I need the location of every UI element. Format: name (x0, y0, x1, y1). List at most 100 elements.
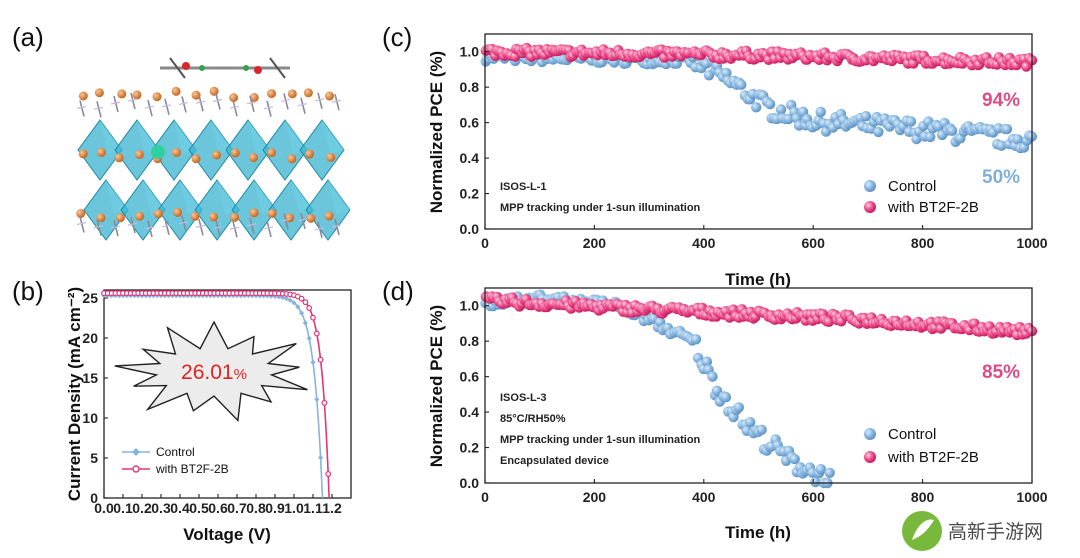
organic-ligand (232, 100, 238, 117)
halide-atom (135, 211, 145, 221)
tick-labels-c: 0 200 400 600 800 1000 0.0 0.2 0.4 0.6 0.8 1.0 (460, 44, 1048, 251)
data-point (764, 98, 776, 110)
y-axis-label-c: Normalized PCE (%) (427, 51, 446, 213)
organic-ligand (314, 227, 325, 231)
leaf-icon (912, 519, 934, 540)
y-tick-label: 0.4 (460, 404, 480, 420)
y-tick-label: 25 (82, 290, 98, 306)
data-point (751, 102, 762, 113)
halide-atom (249, 93, 259, 103)
y-tick-label: 0.8 (460, 79, 480, 95)
halide-atom (209, 86, 219, 96)
data-point (701, 356, 713, 367)
organic-ligand (79, 100, 85, 117)
legend-label-control-d: Control (888, 426, 936, 443)
halide-atom (287, 154, 297, 164)
scatter-points-c (480, 42, 1038, 154)
organic-ligand (96, 219, 102, 236)
halide-atom (229, 93, 239, 103)
data-point (302, 299, 309, 306)
halide-atom (134, 150, 144, 160)
y-axis-label-b: Current Density (mA cm⁻²) (65, 287, 84, 501)
x-tick-label: 0.4 (170, 500, 190, 516)
octahedron-face (100, 120, 122, 154)
organic-ligand (300, 212, 306, 229)
x-tick-label: 1.1 (303, 500, 323, 516)
data-point (325, 471, 332, 477)
x-tick-label: 0.0 (94, 500, 114, 516)
data-point (318, 455, 324, 461)
halide-atom (267, 148, 277, 158)
data-point (707, 371, 718, 382)
octahedron-face (322, 120, 344, 154)
note-d-4: Encapsulated device (500, 455, 609, 467)
x-tick-label: 0.7 (227, 500, 247, 516)
legend-marker-control-c (864, 180, 876, 192)
organic-ligand (283, 213, 289, 230)
data-point (317, 356, 324, 363)
halide-atom (306, 213, 316, 223)
scatter-points-d (480, 289, 1038, 489)
x-axis-label-d: Time (h) (725, 523, 791, 542)
burst-shape (114, 320, 308, 423)
data-point (306, 305, 313, 311)
organic-ligand (229, 105, 240, 109)
note-d-2: 85°C/RH50% (500, 413, 566, 425)
halide-atom (303, 88, 313, 98)
octahedron-face (285, 120, 307, 154)
halide-atom (96, 147, 106, 157)
data-point (287, 297, 293, 303)
data-point (306, 335, 312, 341)
y-tick-label: 1.0 (460, 44, 480, 60)
organic-ligand (297, 218, 308, 222)
data-point (873, 126, 884, 138)
data-point (720, 392, 732, 403)
organic-ligand (79, 216, 85, 233)
y-tick-label: 20 (82, 330, 98, 346)
data-point (313, 330, 320, 337)
x-tick-label: 0.3 (151, 500, 171, 516)
legend-label-control-b: Control (156, 445, 195, 459)
halide-atom (191, 90, 201, 100)
x-tick-label: 200 (583, 235, 607, 251)
data-point (295, 304, 301, 310)
halide-atom (325, 91, 335, 101)
halide-atom (115, 213, 125, 223)
efficiency-label: 26.01% (181, 361, 247, 384)
organic-ligand (93, 225, 104, 229)
halide-atom (152, 92, 162, 102)
y-tick-label: 0.2 (460, 440, 480, 456)
data-point (925, 131, 936, 143)
panel-d: (d) 0 200 400 600 800 10000.00.20.40.60.81.0 … (382, 276, 1048, 542)
data-point (824, 467, 835, 478)
halide-atom (171, 147, 181, 157)
data-point (310, 314, 316, 321)
octahedron-face (211, 120, 233, 154)
perovskite-illustration (76, 86, 351, 241)
halide-atom (209, 212, 219, 222)
organic-ligand (280, 218, 291, 222)
tick-labels-d: 0 200 400 600 800 1000 0.0 0.2 0.4 0.6 0.8 1.0 (460, 298, 1048, 505)
data-point (815, 106, 826, 118)
x-tick-label: 400 (692, 235, 716, 251)
halide-atom (190, 211, 200, 221)
organic-ligand (212, 226, 223, 230)
halide-atom (267, 208, 277, 218)
organic-ligand (198, 94, 204, 112)
watermark-text: 高新手游网 (948, 521, 1043, 543)
final-label-bt2f-d: 85% (982, 362, 1020, 383)
y-tick-label: 0.2 (460, 186, 480, 202)
organic-ligand (246, 223, 257, 227)
organic-ligand (76, 105, 87, 110)
organic-ligand (215, 220, 221, 237)
halide-atom (248, 153, 258, 163)
legend-label-bt2f-d: with BT2F-2B (887, 449, 979, 466)
organic-ligand (263, 106, 274, 110)
x-axis-label-c: Time (h) (725, 270, 791, 289)
halide-atom (94, 88, 104, 98)
halide-atom (171, 86, 181, 96)
data-point (310, 359, 316, 365)
organic-ligand (249, 95, 255, 112)
x-tick-label: 1.0 (284, 500, 304, 516)
organic-ligand (212, 98, 223, 103)
